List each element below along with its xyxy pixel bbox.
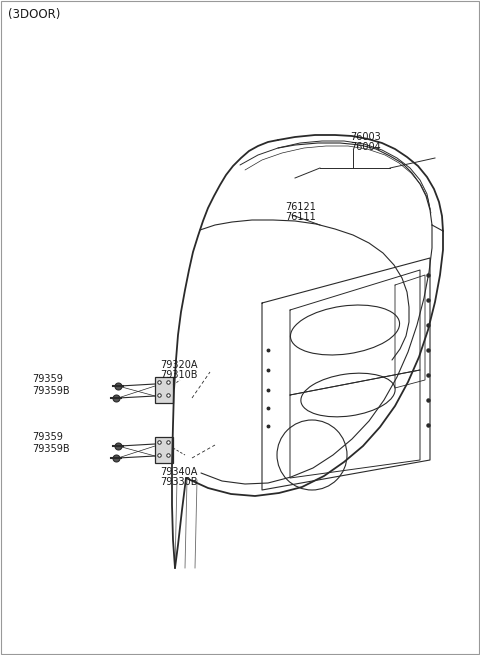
Text: 79359B: 79359B	[32, 444, 70, 454]
Text: 76121: 76121	[285, 202, 316, 212]
FancyBboxPatch shape	[155, 437, 173, 463]
Text: 79359B: 79359B	[32, 386, 70, 396]
Text: 76003: 76003	[350, 132, 381, 142]
Text: 79320A: 79320A	[160, 360, 197, 370]
Text: 79359: 79359	[32, 432, 63, 442]
Text: 79359: 79359	[32, 374, 63, 384]
Text: 79310B: 79310B	[160, 370, 197, 380]
Text: 76004: 76004	[350, 142, 381, 152]
Text: (3DOOR): (3DOOR)	[8, 8, 60, 21]
Text: 79340A: 79340A	[160, 467, 197, 477]
Text: 76111: 76111	[285, 212, 316, 222]
Text: 79330B: 79330B	[160, 477, 197, 487]
FancyBboxPatch shape	[155, 377, 173, 403]
